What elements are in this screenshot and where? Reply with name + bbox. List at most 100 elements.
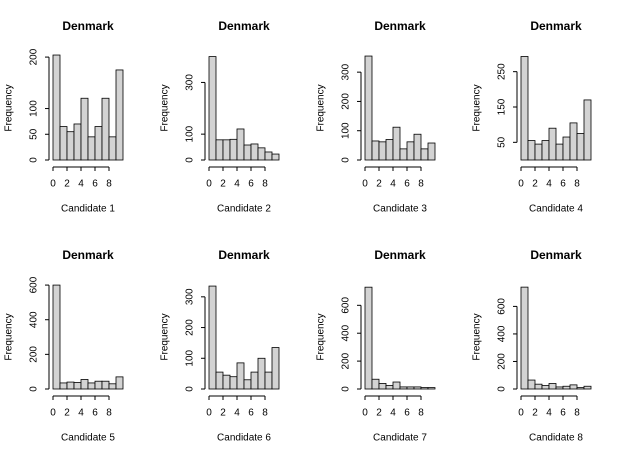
x-tick-label: 8	[106, 179, 112, 190]
y-tick-label: 200	[185, 319, 196, 336]
x-axis-label: Candidate 7	[373, 433, 427, 444]
bar	[548, 127, 557, 161]
panel-title: Denmark	[374, 248, 426, 262]
y-tick-label: 150	[497, 98, 508, 115]
bar	[257, 147, 266, 161]
bar	[87, 136, 96, 161]
bar	[364, 55, 373, 161]
y-axis-label: Frequency	[160, 313, 171, 360]
bar	[271, 153, 280, 161]
x-tick-label: 8	[574, 408, 580, 419]
x-tick-label: 0	[50, 179, 56, 190]
bar	[215, 139, 224, 161]
x-tick-label: 4	[78, 408, 84, 419]
x-tick-label: 4	[390, 408, 396, 419]
bar	[215, 371, 224, 390]
y-tick-label: 100	[185, 349, 196, 366]
bar	[236, 128, 245, 161]
x-tick-label: 4	[390, 179, 396, 190]
bar	[229, 376, 238, 390]
y-axis-label: Frequency	[472, 84, 483, 131]
bar	[399, 148, 408, 161]
bar	[94, 380, 103, 390]
y-tick-label: 200	[29, 346, 40, 363]
x-tick-label: 2	[220, 408, 226, 419]
bar	[115, 376, 124, 390]
bar	[520, 286, 529, 390]
y-tick-label: 600	[341, 297, 352, 314]
x-tick-label: 2	[220, 179, 226, 190]
x-tick-label: 8	[106, 408, 112, 419]
x-tick-label: 0	[206, 179, 212, 190]
x-tick-label: 0	[518, 408, 524, 419]
y-axis-label: Frequency	[472, 313, 483, 360]
x-tick-label: 2	[64, 408, 70, 419]
bar	[427, 387, 436, 390]
y-tick-label: 50	[497, 136, 508, 148]
bar	[108, 136, 117, 161]
bar	[413, 133, 422, 161]
y-tick-label: 100	[185, 125, 196, 142]
bar	[264, 371, 273, 390]
x-axis-label: Candidate 8	[529, 433, 583, 444]
y-tick-label: 0	[185, 157, 196, 163]
bar	[229, 138, 238, 161]
bar	[222, 139, 231, 161]
bar	[208, 56, 217, 161]
bar	[378, 141, 387, 161]
y-tick-label: 200	[341, 352, 352, 369]
bar	[371, 378, 380, 390]
x-tick-label: 6	[92, 179, 98, 190]
bar	[73, 382, 82, 390]
bar	[562, 385, 571, 390]
x-tick-label: 6	[248, 179, 254, 190]
panel-title: Denmark	[218, 19, 270, 33]
y-tick-label: 0	[341, 157, 352, 163]
bar	[108, 383, 117, 390]
x-tick-label: 0	[362, 179, 368, 190]
bar	[569, 384, 578, 390]
bar	[576, 387, 585, 390]
bar	[399, 386, 408, 390]
x-tick-label: 0	[50, 408, 56, 419]
bar	[101, 97, 110, 161]
y-axis-label: Frequency	[160, 84, 171, 131]
x-tick-label: 8	[418, 179, 424, 190]
bar	[534, 383, 543, 390]
y-tick-label: 0	[185, 386, 196, 392]
bar	[569, 122, 578, 161]
bar	[562, 136, 571, 161]
y-tick-label: 200	[497, 353, 508, 370]
panel-title: Denmark	[374, 19, 426, 33]
y-axis-label: Frequency	[316, 313, 327, 360]
x-tick-label: 8	[574, 179, 580, 190]
panel-title: Denmark	[530, 19, 582, 33]
x-tick-label: 0	[518, 179, 524, 190]
y-tick-label: 600	[497, 298, 508, 315]
x-tick-label: 0	[206, 408, 212, 419]
y-axis-label: Frequency	[4, 84, 15, 131]
bar	[406, 141, 415, 161]
x-tick-label: 6	[560, 179, 566, 190]
bar	[271, 347, 280, 390]
bar	[527, 379, 536, 390]
y-tick-label: 0	[341, 386, 352, 392]
bar	[413, 386, 422, 390]
bar	[87, 382, 96, 390]
panel-title: Denmark	[62, 19, 114, 33]
bar	[555, 386, 564, 390]
y-axis-label: Frequency	[316, 84, 327, 131]
x-tick-label: 8	[262, 179, 268, 190]
bar	[94, 126, 103, 161]
bar	[427, 142, 436, 161]
y-tick-label: 0	[29, 386, 40, 392]
bar	[371, 140, 380, 161]
x-tick-label: 4	[234, 408, 240, 419]
bar	[420, 387, 429, 390]
x-axis-label: Candidate 4	[529, 204, 583, 215]
y-tick-label: 0	[497, 386, 508, 392]
x-tick-label: 2	[376, 408, 382, 419]
panel-title: Denmark	[62, 248, 114, 262]
y-tick-label: 400	[497, 325, 508, 342]
